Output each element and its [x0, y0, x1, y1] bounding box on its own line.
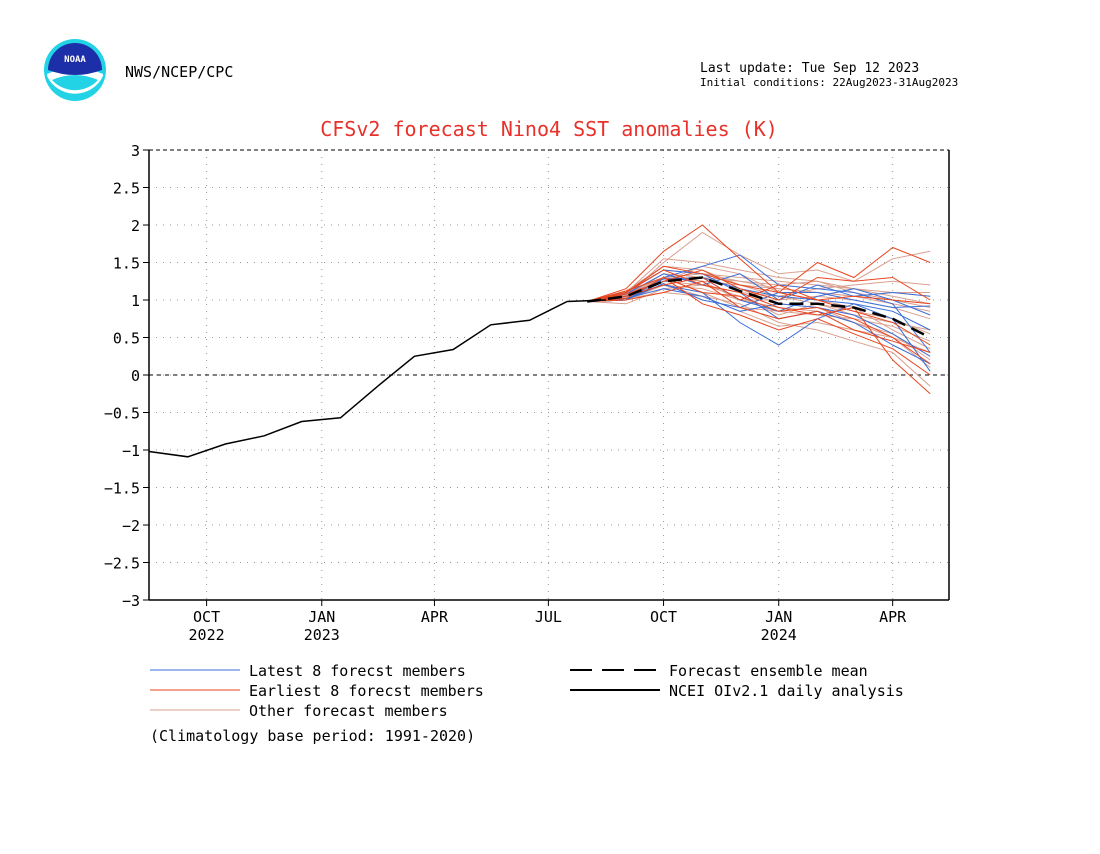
other-member-line — [587, 291, 931, 387]
noaa-logo: NOAA — [44, 39, 106, 101]
x-tick-label: OCT — [193, 608, 220, 626]
legend-label-mean: Forecast ensemble mean — [669, 662, 868, 680]
initial-conditions: Initial conditions: 22Aug2023-31Aug2023 — [700, 76, 958, 89]
legend-label-analysis: NCEI OIv2.1 daily analysis — [669, 682, 904, 700]
earliest-member-line — [587, 269, 931, 395]
y-tick-label: −1.5 — [104, 480, 140, 498]
x-tick-label: JAN — [308, 608, 335, 626]
earliest-member-line — [587, 276, 931, 365]
x-tick-label: JAN — [765, 608, 792, 626]
axes: −3−2.5−2−1.5−1−0.500.511.522.53OCT2022JA… — [104, 142, 950, 644]
y-tick-label: 0 — [131, 367, 140, 385]
noaa-logo-text: NOAA — [64, 55, 86, 65]
agency-label: NWS/NCEP/CPC — [125, 63, 233, 81]
chart-title: CFSv2 forecast Nino4 SST anomalies (K) — [320, 117, 778, 141]
y-tick-label: 0.5 — [113, 330, 140, 348]
y-tick-label: −1 — [122, 442, 140, 460]
x-tick-label: APR — [421, 608, 449, 626]
x-tick-label: OCT — [650, 608, 677, 626]
latest-member-line — [587, 288, 931, 357]
other-member-line — [587, 258, 931, 308]
climatology-note: (Climatology base period: 1991-2020) — [150, 727, 475, 745]
y-tick-label: −3 — [122, 592, 140, 610]
other-member-line — [587, 269, 931, 302]
x-tick-year: 2024 — [761, 626, 797, 644]
legend: Latest 8 forecst members Earliest 8 fore… — [150, 662, 904, 720]
y-tick-label: 1 — [131, 292, 140, 310]
analysis-line — [148, 299, 607, 458]
y-tick-label: 3 — [131, 142, 140, 160]
grid — [149, 150, 949, 600]
earliest-member-line — [587, 276, 931, 376]
legend-label-latest: Latest 8 forecst members — [249, 662, 466, 680]
earliest-member-line — [587, 276, 931, 305]
y-tick-label: 2.5 — [113, 180, 140, 198]
earliest-member-line — [587, 280, 931, 353]
last-update: Last update: Tue Sep 12 2023 — [700, 61, 919, 76]
y-tick-label: 1.5 — [113, 255, 140, 273]
earliest-member-line — [587, 265, 931, 346]
y-tick-label: 2 — [131, 217, 140, 235]
x-tick-year: 2023 — [304, 626, 340, 644]
legend-label-other: Other forecast members — [249, 702, 448, 720]
x-tick-label: JUL — [535, 608, 562, 626]
y-tick-label: −2 — [122, 517, 140, 535]
legend-label-earliest: Earliest 8 forecst members — [249, 682, 484, 700]
y-tick-label: −2.5 — [104, 555, 140, 573]
ensemble-mean-line — [587, 276, 931, 339]
earliest-member-line — [587, 224, 931, 302]
other-member-line — [587, 273, 931, 305]
series — [148, 224, 931, 458]
x-tick-year: 2022 — [189, 626, 225, 644]
x-tick-label: APR — [879, 608, 907, 626]
y-tick-label: −0.5 — [104, 405, 140, 423]
